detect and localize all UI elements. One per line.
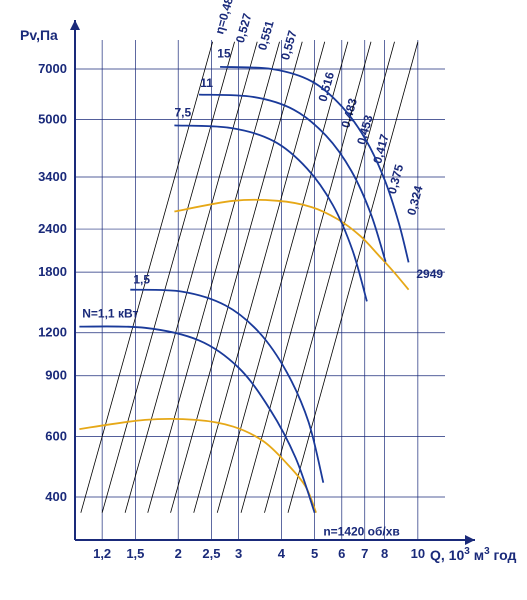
speed-label: n=1420 об/хв (323, 524, 400, 538)
y-tick-label: 1200 (38, 325, 67, 340)
x-tick-label: 2 (175, 546, 182, 561)
fan-performance-chart: η=0,4820,5270,5510,5570,5160,4830,4530,4… (0, 0, 527, 600)
speed-label: 2949 (416, 267, 443, 281)
efficiency-line (241, 42, 371, 513)
efficiency-label: 0,551 (255, 19, 277, 52)
y-tick-label: 2400 (38, 221, 67, 236)
x-tick-label: 6 (338, 546, 345, 561)
efficiency-label: η=0,482 (212, 0, 238, 36)
y-tick-label: 900 (45, 368, 67, 383)
power-label: 15 (217, 47, 231, 61)
x-tick-label: 7 (361, 546, 368, 561)
y-tick-label: 7000 (38, 61, 67, 76)
efficiency-line (102, 42, 234, 513)
y-tick-label: 5000 (38, 111, 67, 126)
x-tick-label: 1,2 (93, 546, 111, 561)
power-label: 1,5 (133, 272, 150, 286)
chart-svg: η=0,4820,5270,5510,5570,5160,4830,4530,4… (0, 0, 527, 600)
x-axis-arrow (465, 535, 475, 545)
x-tick-label: 1,5 (126, 546, 144, 561)
efficiency-label: 0,527 (233, 11, 255, 44)
y-axis-label: Pv,Па (20, 27, 58, 43)
efficiency-label: 0,324 (404, 184, 426, 217)
power-label: 7,5 (174, 105, 191, 119)
x-axis-label: Q, 103 м3 год (430, 546, 517, 563)
x-tick-label: 3 (235, 546, 242, 561)
y-tick-label: 400 (45, 489, 67, 504)
y-tick-label: 1800 (38, 264, 67, 279)
x-tick-label: 10 (411, 546, 425, 561)
y-tick-label: 3400 (38, 169, 67, 184)
y-axis-arrow (70, 20, 80, 30)
x-tick-label: 4 (278, 546, 286, 561)
efficiency-line (264, 42, 394, 513)
power-label: N=1,1 кВт (82, 306, 138, 320)
x-tick-label: 5 (311, 546, 318, 561)
efficiency-label: 0,557 (278, 29, 300, 62)
efficiency-label: 0,453 (354, 113, 376, 146)
x-tick-label: 2,5 (202, 546, 220, 561)
x-tick-label: 8 (381, 546, 388, 561)
power-label: 11 (200, 76, 213, 90)
y-tick-label: 600 (45, 428, 67, 443)
